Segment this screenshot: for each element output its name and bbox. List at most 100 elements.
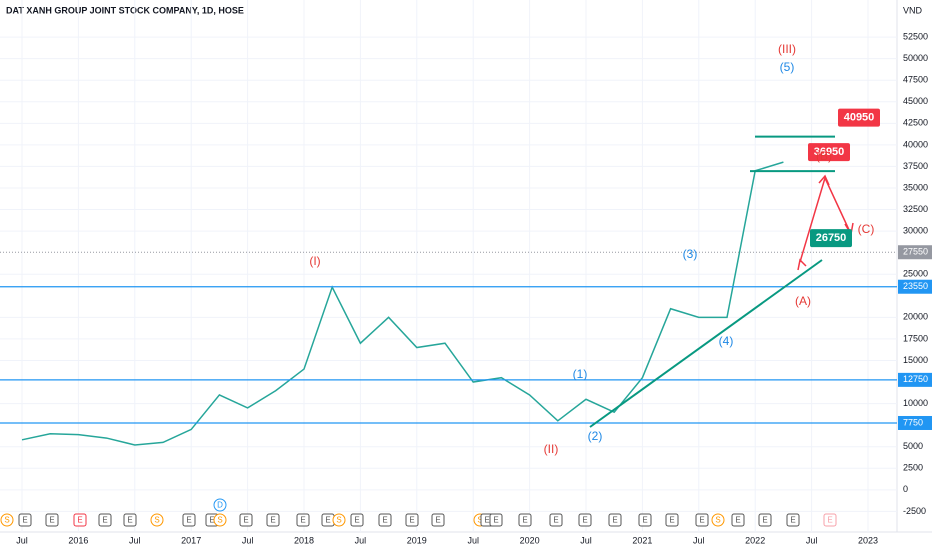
event-icon	[150, 513, 164, 527]
wave-label: (3)	[683, 247, 698, 261]
event-icon	[431, 513, 445, 527]
event-icon	[45, 513, 59, 527]
x-tick-label: 2016	[68, 535, 88, 545]
projection-arrow	[799, 175, 851, 263]
wave-label: (C)	[858, 222, 875, 236]
event-icon	[578, 513, 592, 527]
y-tick-label: 35000	[903, 182, 928, 192]
event-icon	[758, 513, 772, 527]
dividend-icon	[213, 498, 227, 512]
y-tick-label: 52500	[903, 31, 928, 41]
target-box	[838, 108, 880, 127]
chart-title: DAT XANH GROUP JOINT STOCK COMPANY, 1D, …	[6, 5, 244, 15]
price-tag	[898, 415, 932, 430]
event-icon	[608, 513, 622, 527]
y-tick-label: 2500	[903, 463, 923, 473]
event-label: S	[4, 516, 9, 525]
x-tick-label: Jul	[242, 535, 254, 545]
y-tick-label: 17500	[903, 333, 928, 343]
plot	[0, 135, 897, 446]
event-label: E	[22, 516, 27, 525]
target-box	[810, 229, 852, 248]
price-tag-label: 23550	[903, 281, 928, 291]
y-tick-label: 40000	[903, 139, 928, 149]
event-label: E	[612, 516, 617, 525]
event-label: E	[325, 516, 330, 525]
event-label: E	[354, 516, 359, 525]
event-label: E	[102, 516, 107, 525]
y-tick-label: 0	[903, 484, 908, 494]
event-label: S	[336, 516, 341, 525]
event-label: E	[484, 516, 489, 525]
event-icon	[332, 513, 346, 527]
y-tick-label: 32500	[903, 204, 928, 214]
event-label: E	[382, 516, 387, 525]
target-box	[808, 143, 850, 162]
overlay: 5250050000475004500042500400003750035000…	[0, 31, 932, 545]
event-icon	[731, 513, 745, 527]
price-tag-label: 27550	[903, 247, 928, 257]
event-label: E	[790, 516, 795, 525]
event-label: E	[699, 516, 704, 525]
wave-label: (II)	[544, 442, 559, 456]
event-icon	[296, 513, 310, 527]
wave-label: (4)	[719, 334, 734, 348]
wave-label: (III)	[778, 42, 796, 56]
x-tick-label: 2019	[407, 535, 427, 545]
x-tick-label: Jul	[806, 535, 818, 545]
target-label: 26750	[816, 232, 847, 244]
event-icon	[786, 513, 800, 527]
event-label: E	[735, 516, 740, 525]
event-icon	[73, 513, 87, 527]
event-icon	[549, 513, 563, 527]
dividend-label: D	[217, 501, 223, 510]
event-label: E	[435, 516, 440, 525]
y-tick-label: 50000	[903, 53, 928, 63]
x-tick-label: Jul	[580, 535, 592, 545]
event-label: E	[522, 516, 527, 525]
event-label: E	[493, 516, 498, 525]
event-label: E	[49, 516, 54, 525]
price-tag-label: 12750	[903, 374, 928, 384]
event-icon	[518, 513, 532, 527]
y-tick-label: 15000	[903, 355, 928, 365]
event-icon	[405, 513, 419, 527]
event-label: E	[186, 516, 191, 525]
event-label: E	[553, 516, 558, 525]
wave-label: (2)	[588, 429, 603, 443]
x-tick-label: Jul	[693, 535, 705, 545]
y-tick-label: 37500	[903, 161, 928, 171]
x-tick-label: Jul	[355, 535, 367, 545]
event-label: S	[715, 516, 720, 525]
event-label: E	[243, 516, 248, 525]
x-tick-label: 2023	[858, 535, 878, 545]
x-tick-label: Jul	[16, 535, 28, 545]
price-tag	[898, 372, 932, 387]
event-icon	[18, 513, 32, 527]
event-icon	[123, 513, 137, 527]
trend-line	[589, 259, 823, 428]
y-tick-label: -2500	[903, 506, 926, 516]
event-label: E	[827, 516, 832, 525]
y-tick-label: 5000	[903, 441, 923, 451]
event-label: E	[582, 516, 587, 525]
price-tag-label: 7750	[903, 417, 923, 427]
x-tick-label: 2022	[745, 535, 765, 545]
event-icon	[823, 513, 837, 527]
x-tick-label: 2021	[632, 535, 652, 545]
event-label: S	[154, 516, 159, 525]
y-tick-label: 10000	[903, 398, 928, 408]
event-label: E	[209, 516, 214, 525]
y-tick-label: 25000	[903, 269, 928, 279]
event-icon	[0, 513, 14, 527]
event-label: E	[762, 516, 767, 525]
wave-label: (5)	[780, 60, 795, 74]
y-tick-label: 45000	[903, 96, 928, 106]
event-label: E	[300, 516, 305, 525]
price-tag	[898, 245, 932, 260]
target-label: 40950	[844, 112, 875, 124]
y-tick-label: 30000	[903, 225, 928, 235]
event-label: E	[669, 516, 674, 525]
